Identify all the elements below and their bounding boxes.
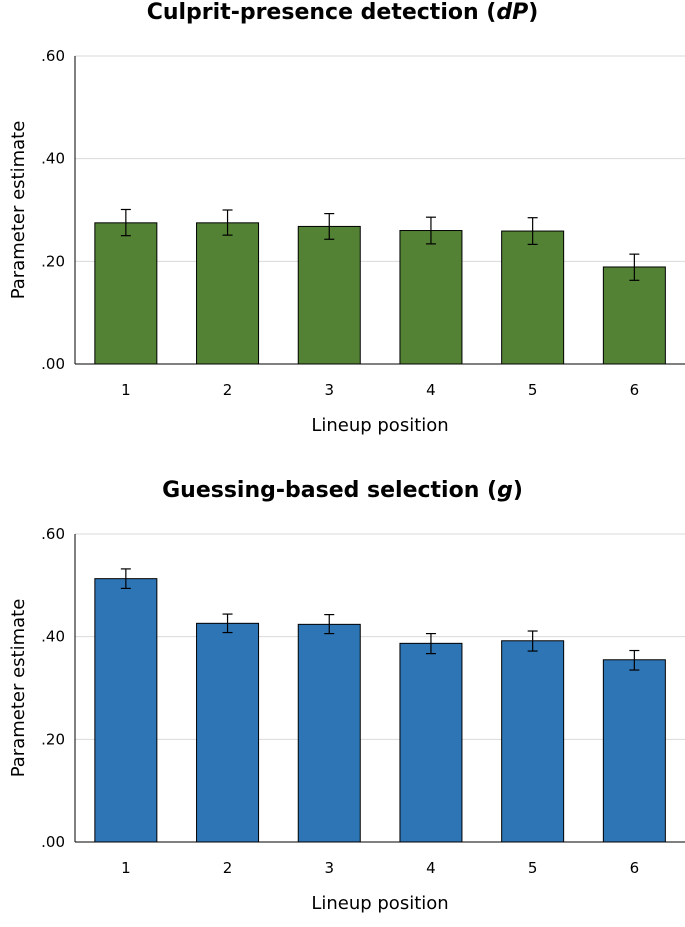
chart-g-plot: .00 .20 .40 .60 1 2 3 4 5 6 Lineup position Paramet… bbox=[8, 525, 685, 914]
x-tick-label: 1 bbox=[121, 381, 131, 399]
y-axis-label: Parameter estimate bbox=[8, 599, 29, 778]
y-tick-label: .40 bbox=[41, 150, 65, 168]
bar bbox=[94, 222, 158, 365]
y-tick-label: .00 bbox=[41, 355, 65, 373]
bar bbox=[501, 640, 565, 843]
y-tick-label: .00 bbox=[41, 833, 65, 851]
bar bbox=[196, 622, 260, 843]
x-tick-label: 6 bbox=[630, 859, 640, 877]
chart-title: Guessing-based selection (g) bbox=[162, 478, 523, 503]
bar bbox=[196, 222, 260, 365]
y-tick-label: .60 bbox=[41, 47, 65, 65]
x-tick-label: 4 bbox=[426, 859, 436, 877]
y-axis-label: Parameter estimate bbox=[8, 121, 29, 300]
y-tick-label: .60 bbox=[41, 525, 65, 543]
chart-dp: Culprit-presence detection (dP) .00 .20 .4… bbox=[0, 0, 685, 450]
bar bbox=[602, 266, 666, 365]
bar bbox=[602, 659, 666, 843]
bar bbox=[399, 642, 463, 843]
chart-title: Culprit-presence detection (dP) bbox=[146, 0, 539, 25]
bar bbox=[297, 225, 361, 365]
x-tick-label: 6 bbox=[630, 381, 640, 399]
x-tick-label: 2 bbox=[223, 381, 233, 399]
bar bbox=[501, 230, 565, 365]
x-tick-label: 3 bbox=[324, 859, 334, 877]
chart-dp-plot: .00 .20 .40 .60 1 2 3 4 5 6 Lineup position Paramet… bbox=[8, 47, 685, 436]
x-axis-label: Lineup position bbox=[311, 893, 448, 914]
y-tick-label: .40 bbox=[41, 628, 65, 646]
chart-g: Guessing-based selection (g) .00 .20 .40 .6… bbox=[0, 478, 685, 927]
x-tick-label: 5 bbox=[528, 381, 538, 399]
y-tick-label: .20 bbox=[41, 252, 65, 270]
x-tick-label: 5 bbox=[528, 859, 538, 877]
bar bbox=[399, 230, 463, 365]
y-tick-label: .20 bbox=[41, 730, 65, 748]
x-tick-label: 3 bbox=[324, 381, 334, 399]
x-tick-label: 2 bbox=[223, 859, 233, 877]
x-tick-label: 4 bbox=[426, 381, 436, 399]
x-tick-label: 1 bbox=[121, 859, 131, 877]
bar bbox=[297, 623, 361, 843]
x-axis-label: Lineup position bbox=[311, 415, 448, 436]
bar bbox=[94, 578, 158, 843]
